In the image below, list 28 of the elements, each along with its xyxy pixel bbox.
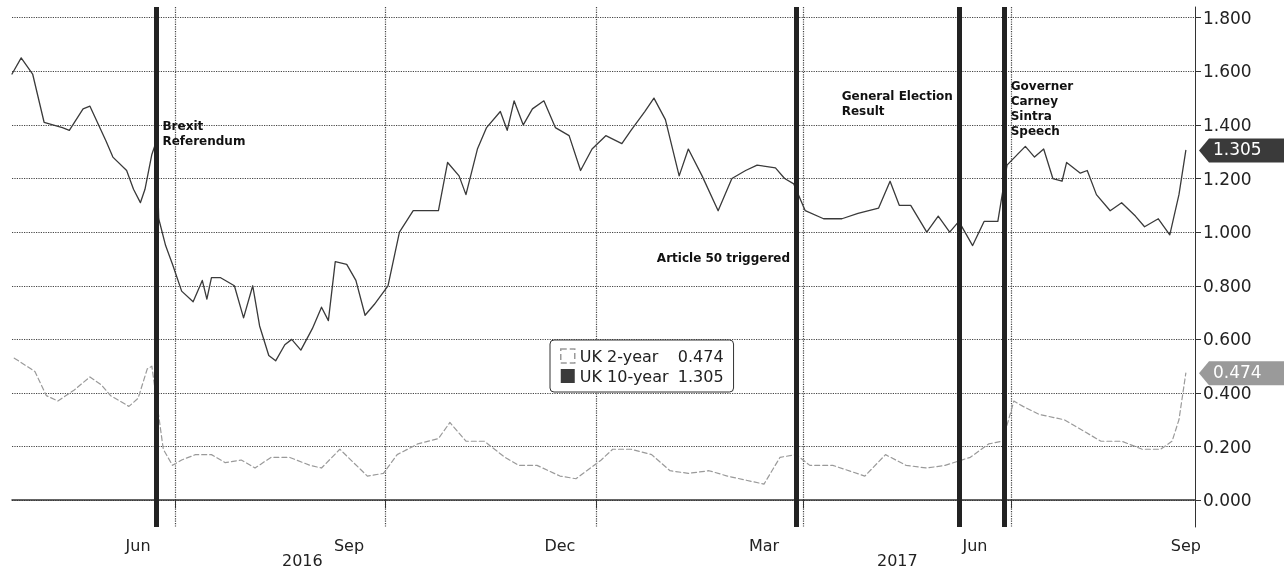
y-tick-label: 1.000 [1203,222,1252,243]
ref-line-label: Brexit Referendum [162,118,246,148]
x-tick-label: Mar [748,535,780,555]
legend-label: UK 10-year [579,366,670,386]
x-tick-label: Jun [961,535,988,555]
x-tick-label: Dec [544,535,576,555]
y-tick-label: 0.200 [1203,436,1252,457]
x-tick-label: Sep [333,535,365,555]
y-tick-label: 1.600 [1203,61,1252,82]
ref-line-label: Article 50 triggered [656,250,791,265]
y-tick-label: 0.000 [1203,490,1252,511]
text: 0.474 [677,346,724,366]
x-tick-label: Jun [124,535,151,555]
ref-line-label: General Election Result [841,88,953,118]
legend-label: UK 2-year [579,346,659,366]
y-tick-label: 0.600 [1203,329,1252,350]
data-label: 0.474 [1213,361,1262,382]
ref-line-label: Governer Carney Sintra Speech [1010,78,1074,138]
text: 1.305 [677,366,724,386]
y-tick-label: 1.800 [1203,7,1252,28]
y-tick-label: 0.400 [1203,382,1252,403]
x-tick-label: Sep [1170,535,1201,555]
y-tick-label: 0.800 [1203,275,1252,296]
text: 2017 [877,550,918,570]
y-tick-label: 1.400 [1203,114,1252,135]
y-tick-label: 1.200 [1203,168,1252,189]
text: 2016 [282,550,323,570]
data-label: 1.305 [1213,138,1262,159]
